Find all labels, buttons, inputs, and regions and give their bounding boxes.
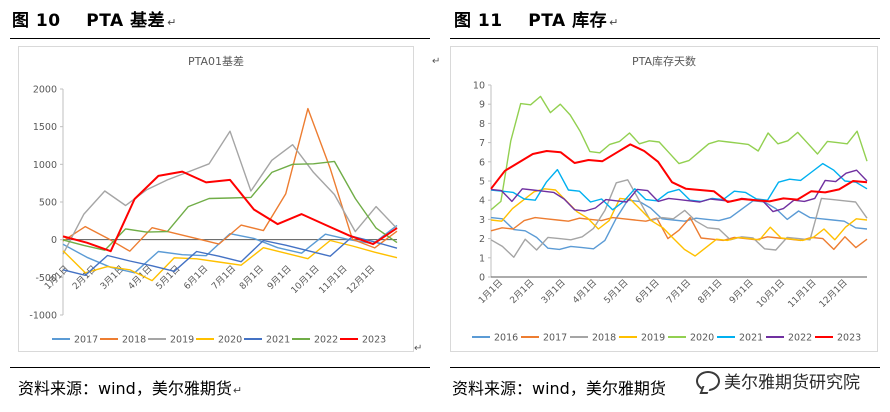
x-tick-label: 8月1日 bbox=[696, 277, 725, 306]
x-tick-label: 7月1日 bbox=[665, 277, 694, 306]
left-source-note: 资料来源：wind，美尔雅期货↵ bbox=[18, 375, 242, 399]
x-tick-label: 8月1日 bbox=[237, 263, 266, 292]
legend-label: 2019 bbox=[170, 335, 194, 346]
x-tick-label: 3月1日 bbox=[539, 277, 568, 306]
y-tick-label: 9 bbox=[479, 100, 485, 111]
x-tick-label: 9月1日 bbox=[265, 263, 294, 292]
series-line-2020 bbox=[490, 95, 868, 211]
y-tick-label: 1500 bbox=[33, 122, 57, 133]
legend-label: 2018 bbox=[122, 335, 146, 346]
para-mark: ↵ bbox=[414, 343, 423, 354]
series-line-2018 bbox=[62, 107, 398, 252]
y-tick-label: 5 bbox=[479, 177, 485, 188]
para-mark: ↵ bbox=[167, 16, 177, 29]
legend-label: 2016 bbox=[494, 333, 518, 344]
right-figure-title: 图 11 PTA 库存 ↵ bbox=[454, 6, 619, 31]
bottom-rule-left bbox=[10, 367, 430, 368]
legend-label: 2018 bbox=[592, 333, 616, 344]
left-figure-title: 图 10 PTA 基差 ↵ bbox=[12, 6, 177, 31]
x-tick-label: 10月1日 bbox=[754, 277, 787, 310]
chart-title: PTA库存天数 bbox=[632, 54, 696, 68]
y-tick-label: 7 bbox=[479, 138, 485, 149]
right-source-text: 资料来源：wind，美尔雅期货 bbox=[452, 379, 666, 398]
series-line-2022 bbox=[490, 169, 868, 213]
series-line-2022 bbox=[62, 160, 398, 251]
left-source-text: 资料来源：wind，美尔雅期货 bbox=[18, 379, 232, 398]
legend-label: 2022 bbox=[314, 335, 338, 346]
y-tick-label: 0 bbox=[479, 273, 485, 284]
x-tick-label: 11月1日 bbox=[786, 277, 819, 310]
legend-label: 2023 bbox=[362, 335, 386, 346]
series-line-2021 bbox=[62, 235, 398, 277]
series-line-2023 bbox=[490, 143, 868, 203]
series-line-2019 bbox=[62, 130, 398, 255]
chart-title: PTA01基差 bbox=[188, 54, 244, 68]
x-tick-label: 12月1日 bbox=[817, 277, 850, 310]
legend-label: 2021 bbox=[739, 333, 763, 344]
left-figure-number: 图 10 bbox=[12, 11, 61, 31]
legend-label: 2020 bbox=[690, 333, 714, 344]
series-line-2016 bbox=[490, 199, 868, 251]
legend-label: 2019 bbox=[641, 333, 665, 344]
y-tick-label: 10 bbox=[473, 81, 485, 92]
y-tick-label: 3 bbox=[479, 215, 485, 226]
chat-bubble-icon bbox=[696, 370, 720, 391]
y-tick-label: -500 bbox=[35, 273, 57, 284]
x-tick-label: 5月1日 bbox=[602, 277, 631, 306]
y-tick-label: 500 bbox=[39, 198, 57, 209]
x-tick-label: 7月1日 bbox=[210, 263, 239, 292]
y-tick-label: 4 bbox=[479, 196, 485, 207]
watermark: 美尔雅期货研究院 bbox=[696, 368, 860, 393]
y-tick-label: -1000 bbox=[29, 311, 57, 322]
para-mark: ↵ bbox=[432, 56, 441, 67]
y-tick-label: 2000 bbox=[33, 85, 57, 96]
legend-label: 2021 bbox=[266, 335, 290, 346]
x-tick-label: 6月1日 bbox=[633, 277, 662, 306]
para-mark: ↵ bbox=[609, 16, 619, 29]
x-tick-label: 11月1日 bbox=[317, 263, 350, 296]
y-tick-label: 8 bbox=[479, 119, 485, 130]
x-tick-label: 6月1日 bbox=[182, 263, 211, 292]
legend-label: 2020 bbox=[218, 335, 242, 346]
y-tick-label: 0 bbox=[51, 235, 57, 246]
y-tick-label: 1 bbox=[479, 253, 485, 264]
x-tick-label: 10月1日 bbox=[289, 263, 322, 296]
x-tick-label: 12月1日 bbox=[345, 263, 378, 296]
series-line-2021 bbox=[490, 162, 868, 211]
right-figure-number: 图 11 bbox=[454, 11, 503, 31]
right-chart-panel: PTA库存天数 0 1 2 3 4 5 6 7 8 9 10 1月1日 2月1日 3月1日 4月1日 5月1日 6… bbox=[450, 46, 878, 352]
right-source-note: 资料来源：wind，美尔雅期货 bbox=[452, 375, 666, 399]
y-tick-label: 6 bbox=[479, 157, 485, 168]
top-rule-left bbox=[10, 38, 430, 39]
y-tick-label: 1000 bbox=[33, 160, 57, 171]
left-chart-panel: PTA01基差 -1000 -500 0 500 1000 1500 2000 1月1日 2月1日… bbox=[18, 46, 414, 352]
series-line-2019 bbox=[490, 188, 868, 257]
top-rule-right bbox=[450, 38, 880, 39]
y-tick-label: 2 bbox=[479, 234, 485, 245]
x-tick-label: 4月1日 bbox=[571, 277, 600, 306]
series-line-2020 bbox=[62, 239, 398, 282]
watermark-text: 美尔雅期货研究院 bbox=[724, 373, 860, 393]
x-tick-label: 2月1日 bbox=[508, 277, 537, 306]
para-mark: ↵ bbox=[232, 384, 243, 397]
legend-label: 2022 bbox=[788, 333, 812, 344]
legend-label: 2023 bbox=[837, 333, 861, 344]
legend-label: 2017 bbox=[74, 335, 98, 346]
x-tick-label: 9月1日 bbox=[727, 277, 756, 306]
bottom-rule-right bbox=[450, 367, 880, 368]
right-figure-title-text: PTA 库存 bbox=[528, 11, 608, 31]
series-line-2023 bbox=[62, 170, 398, 253]
legend-label: 2017 bbox=[543, 333, 567, 344]
left-figure-title-text: PTA 基差 bbox=[86, 11, 166, 31]
